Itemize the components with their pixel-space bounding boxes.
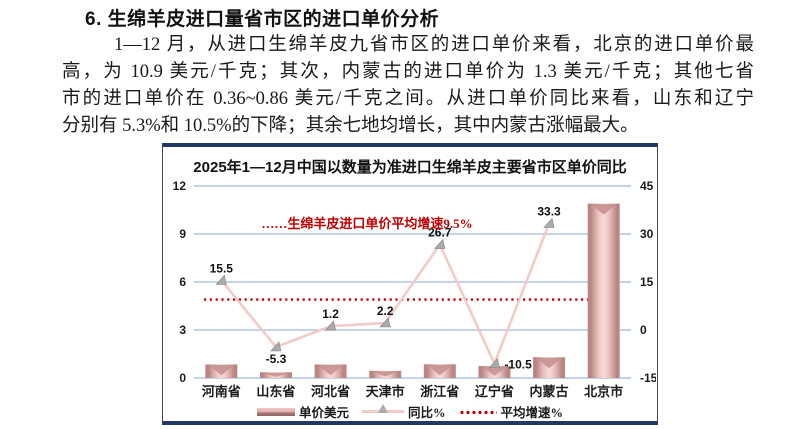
dotted-line-swatch-icon	[458, 409, 497, 414]
svg-text:33.3: 33.3	[537, 204, 561, 218]
paragraph-line: 分别有 5.3%和 10.5%的下降；其余七地均增长，其中内蒙古涨幅最大。	[62, 116, 639, 136]
svg-text:……生绵羊皮进口单价平均增速9.5%: ……生绵羊皮进口单价平均增速9.5%	[261, 216, 472, 231]
svg-text:-10.5: -10.5	[504, 358, 532, 372]
svg-text:河南省: 河南省	[202, 384, 241, 399]
svg-text:河北省: 河北省	[311, 384, 350, 399]
chart-legend: 单价美元 同比% 平均增速%	[163, 402, 657, 421]
svg-text:北京市: 北京市	[584, 384, 623, 399]
svg-text:6: 6	[179, 275, 186, 289]
svg-text:-5.3: -5.3	[266, 352, 287, 366]
legend-item-avg-growth: 平均增速%	[458, 402, 564, 421]
chart-container: 2025年1—12月中国以数量为准进口生绵羊皮主要省市区单价同比 0 3 6 9 12 -…	[162, 143, 658, 425]
svg-text:浙江省: 浙江省	[420, 384, 459, 399]
paragraph-line: 市的进口单价在 0.36~0.86 美元/千克之间。从进口单价同比来看，山东和辽…	[62, 89, 754, 109]
svg-text:1.2: 1.2	[322, 307, 339, 321]
svg-text:天津市: 天津市	[366, 384, 405, 399]
svg-text:0: 0	[640, 323, 647, 337]
svg-text:2.2: 2.2	[377, 304, 394, 318]
bar-swatch-icon	[256, 407, 295, 416]
svg-text:3: 3	[179, 323, 186, 337]
svg-text:15: 15	[640, 275, 654, 289]
paragraph-line: 高，为 10.9 美元/千克；其次，内蒙古的进口单价为 1.3 美元/千克；其他…	[62, 62, 754, 82]
legend-label: 同比%	[407, 406, 446, 420]
line-marker-swatch-icon	[361, 404, 404, 413]
svg-text:-15: -15	[640, 371, 656, 385]
chart-title: 2025年1—12月中国以数量为准进口生绵羊皮主要省市区单价同比	[193, 159, 627, 176]
bar-line-chart: 0 3 6 9 12 -15 0 15 30 45 15.5 -5.3 1.2 2.2 26.7 -10.5 3…	[173, 179, 656, 399]
legend-item-yoy: 同比%	[361, 402, 446, 421]
svg-text:15.5: 15.5	[210, 261, 234, 275]
section-heading: 6. 生绵羊皮进口量省市区的进口单价分析	[85, 9, 440, 30]
legend-item-unit-price: 单价美元	[256, 402, 349, 421]
legend-label: 平均增速%	[500, 406, 564, 420]
svg-text:山东省: 山东省	[256, 384, 295, 399]
paragraph-line: 1—12 月，从进口生绵羊皮九省市区的进口单价来看，北京的进口单价最	[114, 35, 754, 55]
svg-text:0: 0	[179, 371, 186, 385]
svg-text:辽宁省: 辽宁省	[475, 384, 514, 399]
svg-text:45: 45	[640, 179, 654, 193]
body-paragraph: 1—12 月，从进口生绵羊皮九省市区的进口单价来看，北京的进口单价最 高，为 1…	[62, 32, 754, 140]
svg-text:9: 9	[179, 227, 186, 241]
svg-text:内蒙古: 内蒙古	[530, 384, 569, 399]
svg-text:26.7: 26.7	[428, 226, 452, 240]
svg-text:30: 30	[640, 227, 654, 241]
svg-text:12: 12	[173, 179, 187, 193]
legend-label: 单价美元	[298, 406, 349, 420]
